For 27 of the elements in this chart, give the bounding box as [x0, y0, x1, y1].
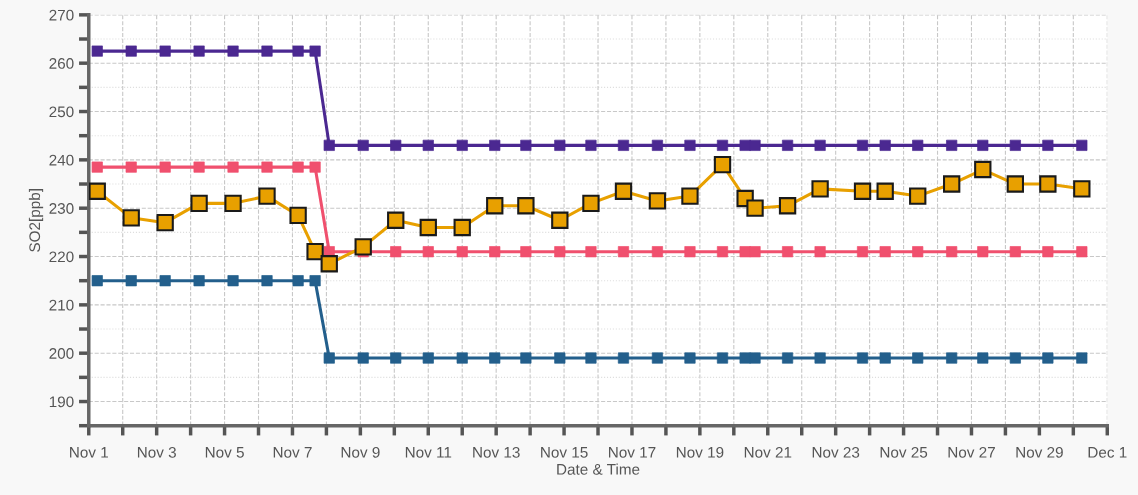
x-tick-label: Nov 21 — [744, 446, 792, 458]
y-tick-label: 210 — [49, 299, 74, 311]
y-tick-label: 260 — [49, 58, 74, 69]
y-tick-label: 220 — [49, 251, 74, 263]
x-tick-label: Nov 29 — [1016, 446, 1063, 458]
x-tick-label: Nov 19 — [676, 446, 724, 458]
x-tick-label: Nov 15 — [541, 447, 588, 458]
y-tick-label: 250 — [49, 106, 74, 118]
x-tick-label: Nov 27 — [948, 446, 995, 458]
x-tick-label: Nov 13 — [473, 446, 520, 458]
y-tick-label: 240 — [49, 154, 74, 166]
x-tick-label: Nov 9 — [341, 446, 380, 458]
x-tick-label: Nov 17 — [609, 447, 656, 458]
x-tick-label: Nov 5 — [205, 447, 244, 458]
x-tick-label: Nov 23 — [812, 446, 860, 458]
x-tick-label: Nov 1 — [70, 447, 108, 458]
x-tick-label: Nov 25 — [880, 446, 928, 458]
y-tick-label: 190 — [49, 396, 74, 408]
y-tick-label: 230 — [49, 203, 74, 214]
x-axis-title: Date & Time — [557, 463, 640, 475]
x-tick-label: Nov 3 — [137, 446, 176, 458]
y-tick-label: 270 — [49, 9, 74, 21]
x-tick-label: Dec 1 — [1088, 447, 1127, 458]
x-tick-label: Nov 7 — [273, 447, 312, 458]
y-tick-label: 200 — [49, 348, 74, 359]
x-tick-label: Nov 11 — [405, 447, 452, 458]
y-axis-title: SO2[ppb] — [28, 189, 44, 252]
